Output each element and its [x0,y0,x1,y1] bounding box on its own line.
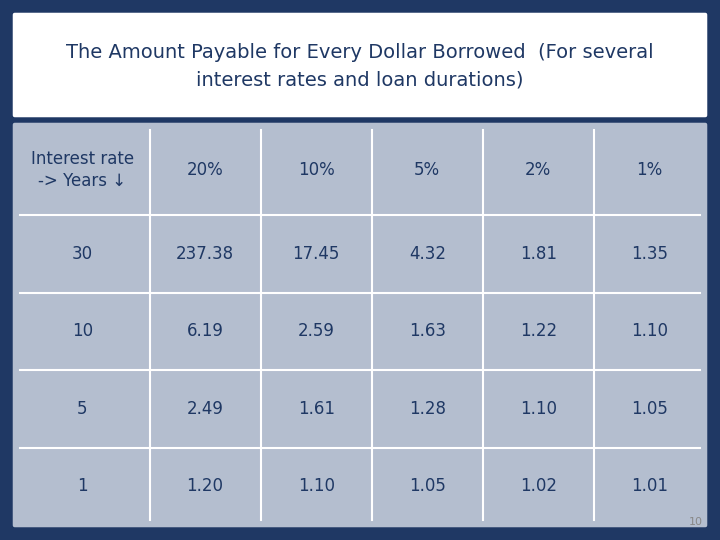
Text: 1.10: 1.10 [297,477,335,495]
Text: 1.81: 1.81 [520,245,557,263]
Text: 6.19: 6.19 [186,322,223,340]
Text: 10: 10 [689,517,703,527]
Text: The Amount Payable for Every Dollar Borrowed  (For several: The Amount Payable for Every Dollar Borr… [66,43,654,62]
Text: 30: 30 [72,245,93,263]
Text: 20%: 20% [186,161,223,179]
Text: 1.05: 1.05 [409,477,446,495]
Text: 1.05: 1.05 [631,400,668,418]
FancyBboxPatch shape [11,11,709,119]
Text: 2%: 2% [526,161,552,179]
Text: 5%: 5% [414,161,441,179]
FancyBboxPatch shape [11,121,709,529]
Text: 2.49: 2.49 [186,400,223,418]
Text: 10: 10 [72,322,93,340]
Text: 1.35: 1.35 [631,245,668,263]
Text: 10%: 10% [298,161,335,179]
Text: 4.32: 4.32 [409,245,446,263]
Text: 1: 1 [77,477,88,495]
Text: 2.59: 2.59 [298,322,335,340]
Text: interest rates and loan durations): interest rates and loan durations) [197,71,523,90]
Text: 1.02: 1.02 [520,477,557,495]
Text: 1.63: 1.63 [409,322,446,340]
Text: 17.45: 17.45 [292,245,340,263]
Text: 1.22: 1.22 [520,322,557,340]
Text: 1.01: 1.01 [631,477,668,495]
Text: 1.61: 1.61 [297,400,335,418]
Text: 1.10: 1.10 [631,322,668,340]
Text: 1%: 1% [636,161,662,179]
Text: 1.28: 1.28 [409,400,446,418]
Text: 1.20: 1.20 [186,477,224,495]
Text: Interest rate
-> Years ↓: Interest rate -> Years ↓ [31,150,134,190]
Text: 237.38: 237.38 [176,245,234,263]
Text: 1.10: 1.10 [520,400,557,418]
Text: 5: 5 [77,400,88,418]
